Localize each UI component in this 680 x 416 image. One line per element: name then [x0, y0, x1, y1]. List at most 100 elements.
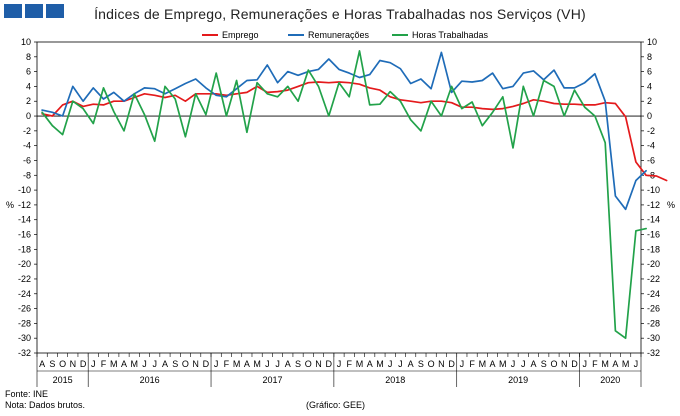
y-tick-label-right: 0 [647, 111, 652, 121]
y-tick-label-left: -28 [18, 318, 31, 328]
y-tick-label-right: -4 [647, 141, 655, 151]
x-tick-label: A [244, 359, 250, 369]
x-tick-label: N [315, 359, 322, 369]
year-label: 2018 [385, 375, 405, 385]
x-tick-label: A [612, 359, 618, 369]
x-tick-label: F [224, 359, 230, 369]
x-tick-label: M [110, 359, 118, 369]
x-tick-label: D [326, 359, 333, 369]
plot-frame [36, 41, 642, 354]
y-axis-label-left: % [6, 200, 14, 210]
y-tick-label-right: -22 [647, 274, 660, 284]
x-tick-label: M [601, 359, 609, 369]
x-tick-label: J [460, 359, 465, 369]
y-tick-label-left: -24 [18, 289, 31, 299]
x-tick-label: F [592, 359, 598, 369]
x-tick-label: A [408, 359, 414, 369]
chart-credit: (Gráfico: GEE) [306, 400, 366, 410]
x-tick-label: D [203, 359, 210, 369]
y-tick-label-right: -26 [647, 304, 660, 314]
x-tick-label: A [285, 359, 291, 369]
year-label: 2015 [53, 375, 73, 385]
x-tick-label: M [253, 359, 261, 369]
x-tick-label: O [550, 359, 557, 369]
y-tick-label-left: -18 [18, 244, 31, 254]
y-tick-label-left: -22 [18, 274, 31, 284]
y-tick-label-left: 0 [26, 111, 31, 121]
y-tick-label-right: -30 [647, 333, 660, 343]
y-tick-label-left: 6 [26, 67, 31, 77]
y-tick-label-right: -24 [647, 289, 660, 299]
y-tick-label-right: 6 [647, 67, 652, 77]
y-tick-label-left: 2 [26, 96, 31, 106]
y-tick-label-left: -4 [23, 141, 31, 151]
series-lines [41, 50, 668, 340]
x-tick-label: A [162, 359, 168, 369]
x-tick-label: D [80, 359, 87, 369]
y-tick-label-right: -32 [647, 348, 660, 358]
year-label: 2017 [262, 375, 282, 385]
y-tick-label-right: -2 [647, 126, 655, 136]
y-tick-label-left: 8 [26, 52, 31, 62]
logo-block [46, 4, 64, 18]
x-tick-label: S [541, 359, 547, 369]
x-tick-label: O [182, 359, 189, 369]
x-tick-label: J [388, 359, 393, 369]
legend-label: Horas Trabalhadas [412, 30, 489, 40]
x-tick-label: O [305, 359, 312, 369]
y-tick-label-right: -28 [647, 318, 660, 328]
x-tick-label: S [418, 359, 424, 369]
y-tick-label-left: -2 [23, 126, 31, 136]
y-tick-label-right: 4 [647, 81, 652, 91]
x-tick-label: D [448, 359, 455, 369]
y-tick-label-right: 2 [647, 96, 652, 106]
source-note: Fonte: INE [5, 389, 49, 399]
series-line-horas-trabalhadas [41, 50, 647, 340]
legend: Emprego Remunerações Horas Trabalhadas [202, 30, 489, 40]
x-tick-label: J [91, 359, 96, 369]
axes: 10 108 86 64 42 20 0-2 -2-4 -4-6 -6-8 -8-10 -10-12-… [6, 37, 675, 387]
series-line-remunerações [41, 51, 647, 211]
x-tick-label: J [265, 359, 270, 369]
x-tick-label: M [479, 359, 487, 369]
y-tick-label-left: -10 [18, 185, 31, 195]
logo-block [25, 4, 43, 18]
x-tick-label: M [233, 359, 241, 369]
y-tick-label-right: 8 [647, 52, 652, 62]
year-label: 2020 [600, 375, 620, 385]
x-tick-label: M [622, 359, 630, 369]
x-tick-label: D [571, 359, 578, 369]
y-tick-label-left: -30 [18, 333, 31, 343]
gee-logo [4, 4, 64, 18]
x-tick-label: S [172, 359, 178, 369]
y-tick-label-left: -8 [23, 170, 31, 180]
y-tick-label-right: -12 [647, 200, 660, 210]
y-tick-label-left: -26 [18, 304, 31, 314]
x-tick-label: J [511, 359, 516, 369]
x-tick-label: A [490, 359, 496, 369]
y-tick-label-left: -32 [18, 348, 31, 358]
x-tick-label: N [192, 359, 199, 369]
x-tick-label: F [101, 359, 107, 369]
x-tick-label: A [39, 359, 45, 369]
y-tick-label-right: -14 [647, 215, 660, 225]
y-tick-label-left: -12 [18, 200, 31, 210]
legend-label: Emprego [222, 30, 259, 40]
x-tick-label: J [398, 359, 403, 369]
x-tick-label: M [376, 359, 384, 369]
y-tick-label-right: -20 [647, 259, 660, 269]
x-tick-label: M [356, 359, 364, 369]
y-tick-label-left: -20 [18, 259, 31, 269]
y-tick-label-right: -6 [647, 155, 655, 165]
x-tick-label: O [59, 359, 66, 369]
x-tick-label: F [469, 359, 475, 369]
y-tick-label-left: 10 [21, 37, 31, 47]
x-tick-label: F [346, 359, 352, 369]
year-label: 2016 [140, 375, 160, 385]
x-tick-label: J [634, 359, 639, 369]
legend-label: Remunerações [308, 30, 370, 40]
y-tick-label-left: -6 [23, 155, 31, 165]
series-line-emprego [41, 81, 668, 182]
x-tick-label: J [214, 359, 219, 369]
